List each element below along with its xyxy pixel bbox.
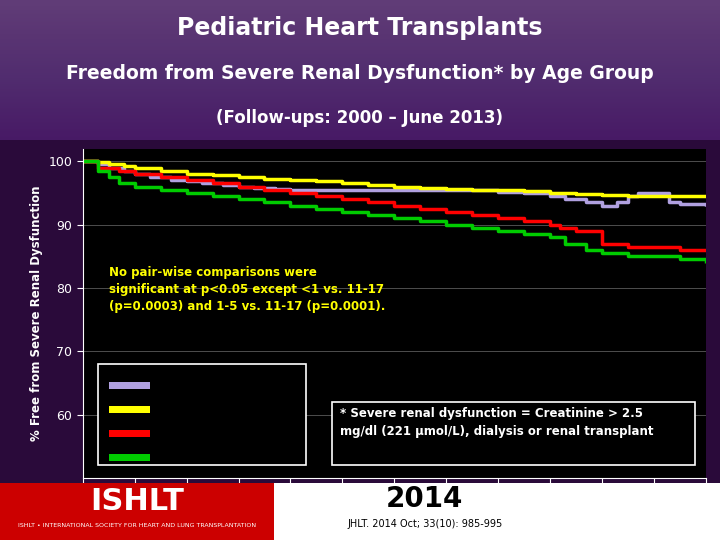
Text: ISHLT: ISHLT — [90, 487, 184, 516]
Bar — [109, 382, 150, 389]
Text: (Follow-ups: 2000 – June 2013): (Follow-ups: 2000 – June 2013) — [217, 109, 503, 127]
Y-axis label: % Free from Severe Renal Dysfunction: % Free from Severe Renal Dysfunction — [30, 185, 43, 441]
Bar — [332, 402, 696, 465]
Text: ISHLT • INTERNATIONAL SOCIETY FOR HEART AND LUNG TRANSPLANTATION: ISHLT • INTERNATIONAL SOCIETY FOR HEART … — [18, 523, 256, 528]
X-axis label: Years: Years — [371, 505, 418, 521]
Bar — [109, 430, 150, 437]
Bar — [0, 483, 274, 540]
Text: No pair-wise comparisons were
significant at p<0.05 except <1 vs. 11-17
(p=0.000: No pair-wise comparisons were significan… — [109, 266, 385, 313]
Text: 2014: 2014 — [386, 485, 464, 513]
Bar — [99, 364, 306, 465]
Text: JHLT. 2014 Oct; 33(10): 985-995: JHLT. 2014 Oct; 33(10): 985-995 — [347, 519, 503, 529]
Text: * Severe renal dysfunction = Creatinine > 2.5
mg/dl (221 μmol/L), dialysis or re: * Severe renal dysfunction = Creatinine … — [340, 407, 653, 438]
Bar — [274, 483, 720, 540]
Bar — [109, 455, 150, 461]
Text: Freedom from Severe Renal Dysfunction* by Age Group: Freedom from Severe Renal Dysfunction* b… — [66, 64, 654, 83]
Text: Pediatric Heart Transplants: Pediatric Heart Transplants — [177, 16, 543, 40]
Bar — [109, 406, 150, 413]
